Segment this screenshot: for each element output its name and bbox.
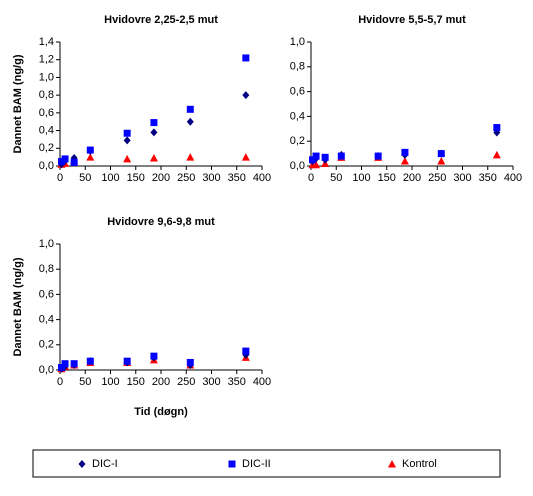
x-tick-label: 150 [127, 376, 145, 388]
x-tick-label: 50 [79, 172, 91, 184]
y-tick-label: 0,2 [39, 339, 54, 351]
data-point [86, 146, 94, 154]
x-tick-label: 150 [127, 172, 145, 184]
x-tick-label: 400 [253, 376, 271, 388]
y-tick-label: 0,8 [290, 61, 305, 73]
x-tick-label: 350 [228, 172, 246, 184]
data-point [186, 105, 194, 113]
chart-title: Hvidovre 9,6-9,8 mut [107, 216, 215, 228]
y-tick-label: 1,0 [39, 71, 54, 83]
y-tick-label: 0,2 [39, 142, 54, 154]
data-point [493, 124, 501, 132]
data-point [401, 148, 409, 156]
data-point [70, 360, 78, 368]
x-tick-label: 300 [453, 172, 471, 184]
data-point [86, 153, 95, 161]
data-point [242, 91, 250, 100]
data-point [242, 54, 250, 62]
x-tick-label: 100 [101, 172, 119, 184]
data-point [312, 160, 321, 169]
y-tick-label: 1,4 [39, 36, 54, 48]
data-point [150, 119, 158, 127]
x-tick-label: 200 [403, 172, 421, 184]
y-tick-label: 0,6 [39, 288, 54, 300]
y-axis-label: Dannet BAM (ng/g) [12, 54, 24, 153]
x-tick-label: 100 [101, 376, 119, 388]
y-tick-label: 0,8 [39, 89, 54, 101]
y-tick-label: 0,0 [290, 160, 305, 172]
x-tick-label: 400 [504, 172, 522, 184]
data-point [400, 157, 409, 165]
data-point [58, 158, 66, 166]
data-point [241, 153, 250, 161]
legend-marker [228, 460, 236, 468]
x-tick-label: 250 [428, 172, 446, 184]
data-point [242, 347, 250, 355]
data-point [123, 357, 131, 365]
data-point [374, 152, 382, 160]
x-tick-label: 50 [79, 376, 91, 388]
data-point [309, 156, 317, 164]
x-tick-label: 200 [152, 172, 170, 184]
x-tick-label: 0 [57, 172, 63, 184]
chart-title: Hvidovre 5,5-5,7 mut [358, 14, 466, 26]
data-point [321, 153, 329, 161]
data-point [186, 117, 194, 126]
data-point [58, 363, 66, 371]
x-tick-label: 0 [57, 376, 63, 388]
y-tick-label: 0,6 [39, 107, 54, 119]
data-point [150, 352, 158, 360]
y-tick-label: 1,0 [39, 238, 54, 250]
y-axis-label: Dannet BAM (ng/g) [12, 257, 24, 356]
y-tick-label: 0,6 [290, 86, 305, 98]
x-tick-label: 300 [202, 376, 220, 388]
y-tick-label: 0,4 [39, 314, 54, 326]
y-tick-label: 0,8 [39, 263, 54, 275]
y-tick-label: 0,2 [290, 135, 305, 147]
x-tick-label: 250 [177, 376, 195, 388]
legend-label: DIC-I [92, 458, 118, 470]
data-point [186, 358, 194, 366]
x-tick-label: 0 [308, 172, 314, 184]
x-tick-label: 50 [330, 172, 342, 184]
data-point [312, 152, 320, 160]
x-axis-label: Tid (døgn) [134, 406, 188, 418]
x-tick-label: 150 [378, 172, 396, 184]
data-point [123, 154, 132, 163]
x-tick-label: 350 [479, 172, 497, 184]
data-point [123, 129, 131, 137]
x-tick-label: 350 [228, 376, 246, 388]
data-point [492, 150, 501, 159]
legend-label: Kontrol [402, 458, 437, 470]
legend-marker [388, 460, 396, 468]
legend-box [32, 449, 501, 478]
x-tick-label: 300 [202, 172, 220, 184]
data-point [70, 158, 78, 166]
data-point [150, 128, 158, 137]
data-point [86, 357, 94, 365]
y-tick-label: 0,4 [290, 110, 305, 122]
x-tick-label: 400 [253, 172, 271, 184]
data-point [61, 155, 69, 163]
x-tick-label: 200 [152, 376, 170, 388]
legend-marker [78, 460, 86, 468]
data-point [437, 157, 446, 165]
y-tick-label: 1,2 [39, 54, 54, 66]
x-tick-label: 250 [177, 172, 195, 184]
legend-label: DIC-II [242, 458, 271, 470]
data-point [61, 360, 69, 368]
data-point [149, 154, 158, 162]
y-tick-label: 1,0 [290, 36, 305, 48]
x-tick-label: 100 [352, 172, 370, 184]
y-tick-label: 0,0 [39, 160, 54, 172]
chart-title: Hvidovre 2,25-2,5 mut [104, 14, 218, 26]
y-tick-label: 0,4 [39, 124, 54, 136]
data-point [186, 153, 195, 161]
data-point [123, 136, 131, 145]
y-tick-label: 0,0 [39, 364, 54, 376]
data-point [437, 150, 445, 158]
data-point [337, 152, 345, 160]
